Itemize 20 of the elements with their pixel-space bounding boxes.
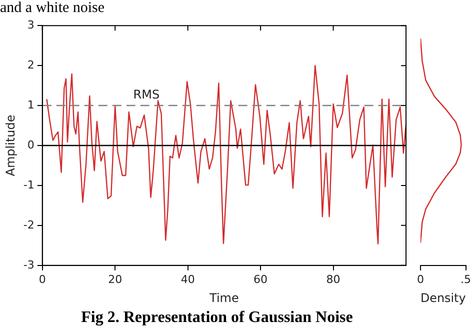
x-tick-label: 0	[417, 272, 424, 286]
x-tick-label: 20	[108, 272, 122, 286]
x-tick-label: 40	[180, 272, 195, 286]
caption: Fig 2. Representation of Gaussian Noise	[80, 308, 354, 328]
y-tick-label: 2	[27, 58, 34, 72]
y-tick-label: -1	[23, 178, 34, 192]
x-axis-title: Time	[208, 290, 239, 305]
x-tick-label: .5	[460, 272, 471, 286]
x-tick-label: 80	[326, 272, 340, 286]
y-tick-label: 1	[27, 98, 34, 112]
x-axis-title: Density	[420, 290, 466, 305]
y-tick-label: -3	[23, 258, 34, 272]
y-tick-label: 3	[27, 18, 34, 32]
y-axis-title: Amplitude	[3, 114, 18, 176]
text: and a white noise	[0, 0, 106, 16]
ref-line-label: RMS	[133, 88, 160, 102]
x-tick-label: 0	[38, 272, 46, 286]
y-tick-label: -2	[23, 218, 34, 232]
x-tick-label: 60	[254, 272, 268, 286]
y-tick-label: 0	[27, 138, 34, 152]
